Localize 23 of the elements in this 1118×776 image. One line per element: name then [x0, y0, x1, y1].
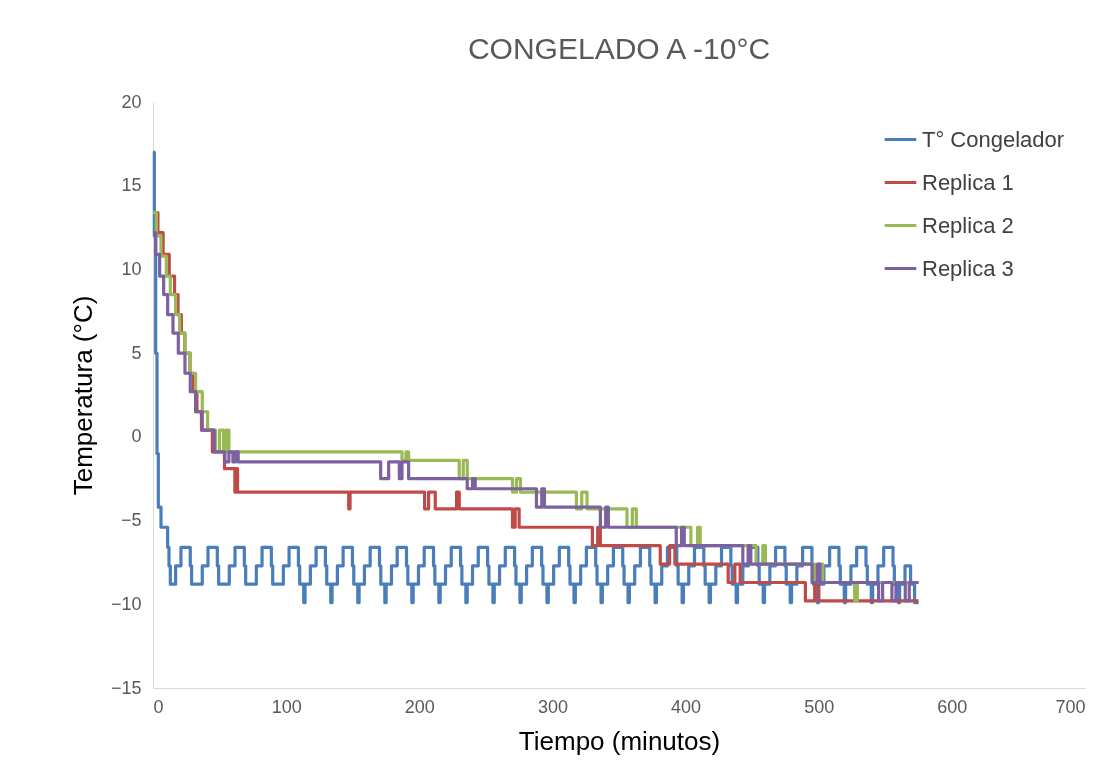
x-tick-label: 200 [404, 696, 435, 717]
x-tick-label: 500 [804, 696, 835, 717]
y-tick-label: 15 [121, 175, 142, 196]
y-tick-label: −15 [110, 677, 142, 698]
y-tick-label: −10 [110, 593, 142, 614]
x-tick-label: 300 [537, 696, 568, 717]
chart-title: CONGELADO A -10°C [467, 32, 771, 65]
legend-label: Replica 3 [922, 255, 1014, 281]
legend-label: T° Congelador [922, 126, 1065, 152]
y-tick-label: 10 [121, 258, 142, 279]
legend-label: Replica 2 [922, 212, 1014, 238]
x-tick-label: 400 [671, 696, 702, 717]
x-tick-label: 700 [1055, 696, 1086, 717]
x-tick-label: 600 [937, 696, 968, 717]
y-tick-label: 20 [121, 91, 142, 112]
y-tick-label: 5 [131, 342, 142, 363]
y-tick-label: −5 [120, 510, 142, 531]
legend-label: Replica 1 [922, 169, 1014, 195]
x-axis-title: Tiempo (minutos) [518, 725, 721, 756]
y-tick-label: 0 [131, 426, 142, 447]
x-tick-label: 100 [271, 696, 302, 717]
x-tick-label: 0 [153, 696, 164, 717]
y-axis-title: Temperatura (°C) [67, 295, 98, 496]
